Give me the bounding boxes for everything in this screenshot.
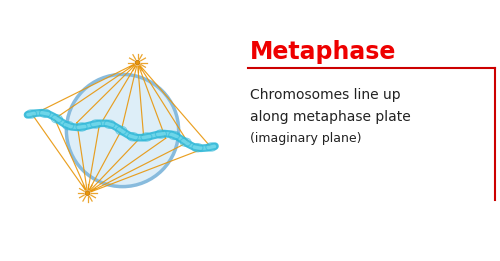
Ellipse shape: [134, 60, 141, 66]
Text: (imaginary plane): (imaginary plane): [250, 132, 362, 145]
Ellipse shape: [135, 60, 140, 65]
Text: Metaphase: Metaphase: [250, 40, 396, 64]
Ellipse shape: [66, 74, 178, 187]
Text: along metaphase plate: along metaphase plate: [250, 110, 411, 124]
Text: Chromosomes line up: Chromosomes line up: [250, 88, 400, 102]
Ellipse shape: [85, 191, 90, 195]
Ellipse shape: [84, 190, 91, 197]
